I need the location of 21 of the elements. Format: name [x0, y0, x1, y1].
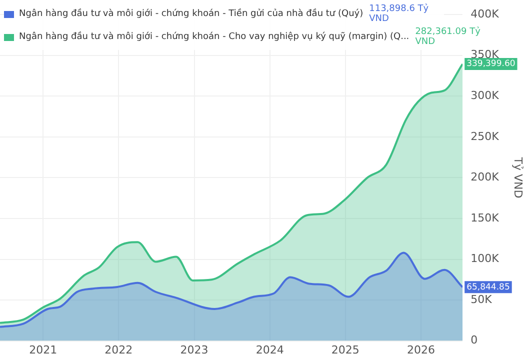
y-tick-label: 400K	[470, 7, 500, 20]
x-tick-label: 2021	[29, 343, 58, 356]
annotation: 113,898.6 Tỷ VND	[369, 4, 430, 24]
data-label: 339,399.60	[466, 59, 516, 70]
y-axis-title: Tỷ VND	[512, 156, 525, 198]
x-tick-label: 2025	[331, 343, 360, 356]
y-tick-label: 0	[470, 334, 478, 347]
legend-label: Ngân hàng đầu tư và môi giới - chứng khoán - Cho vay nghiệp vụ ký quỹ (margin) (Q...	[19, 32, 410, 42]
x-tick-label: 2026	[407, 343, 436, 356]
x-tick-label: 2023	[180, 343, 208, 356]
x-tick-label: 2022	[104, 343, 133, 356]
x-tick-label: 2024	[256, 343, 284, 356]
y-tick-label: 250K	[470, 130, 500, 143]
y-tick-label: 150K	[470, 211, 500, 224]
y-tick-label: 100K	[470, 252, 500, 266]
annotation: 282,361.09 Tỷ VND	[415, 27, 482, 47]
legend-label: Ngân hàng đầu tư và môi giới - chứng khoán - Tiền gửi của nhà đầu tư (Quý)	[19, 9, 364, 19]
y-tick-label: 200K	[470, 170, 500, 184]
y-tick-label: 50K	[470, 292, 493, 306]
y-tick-label: 300K	[470, 89, 500, 102]
data-label: 65,844.85	[466, 282, 510, 292]
